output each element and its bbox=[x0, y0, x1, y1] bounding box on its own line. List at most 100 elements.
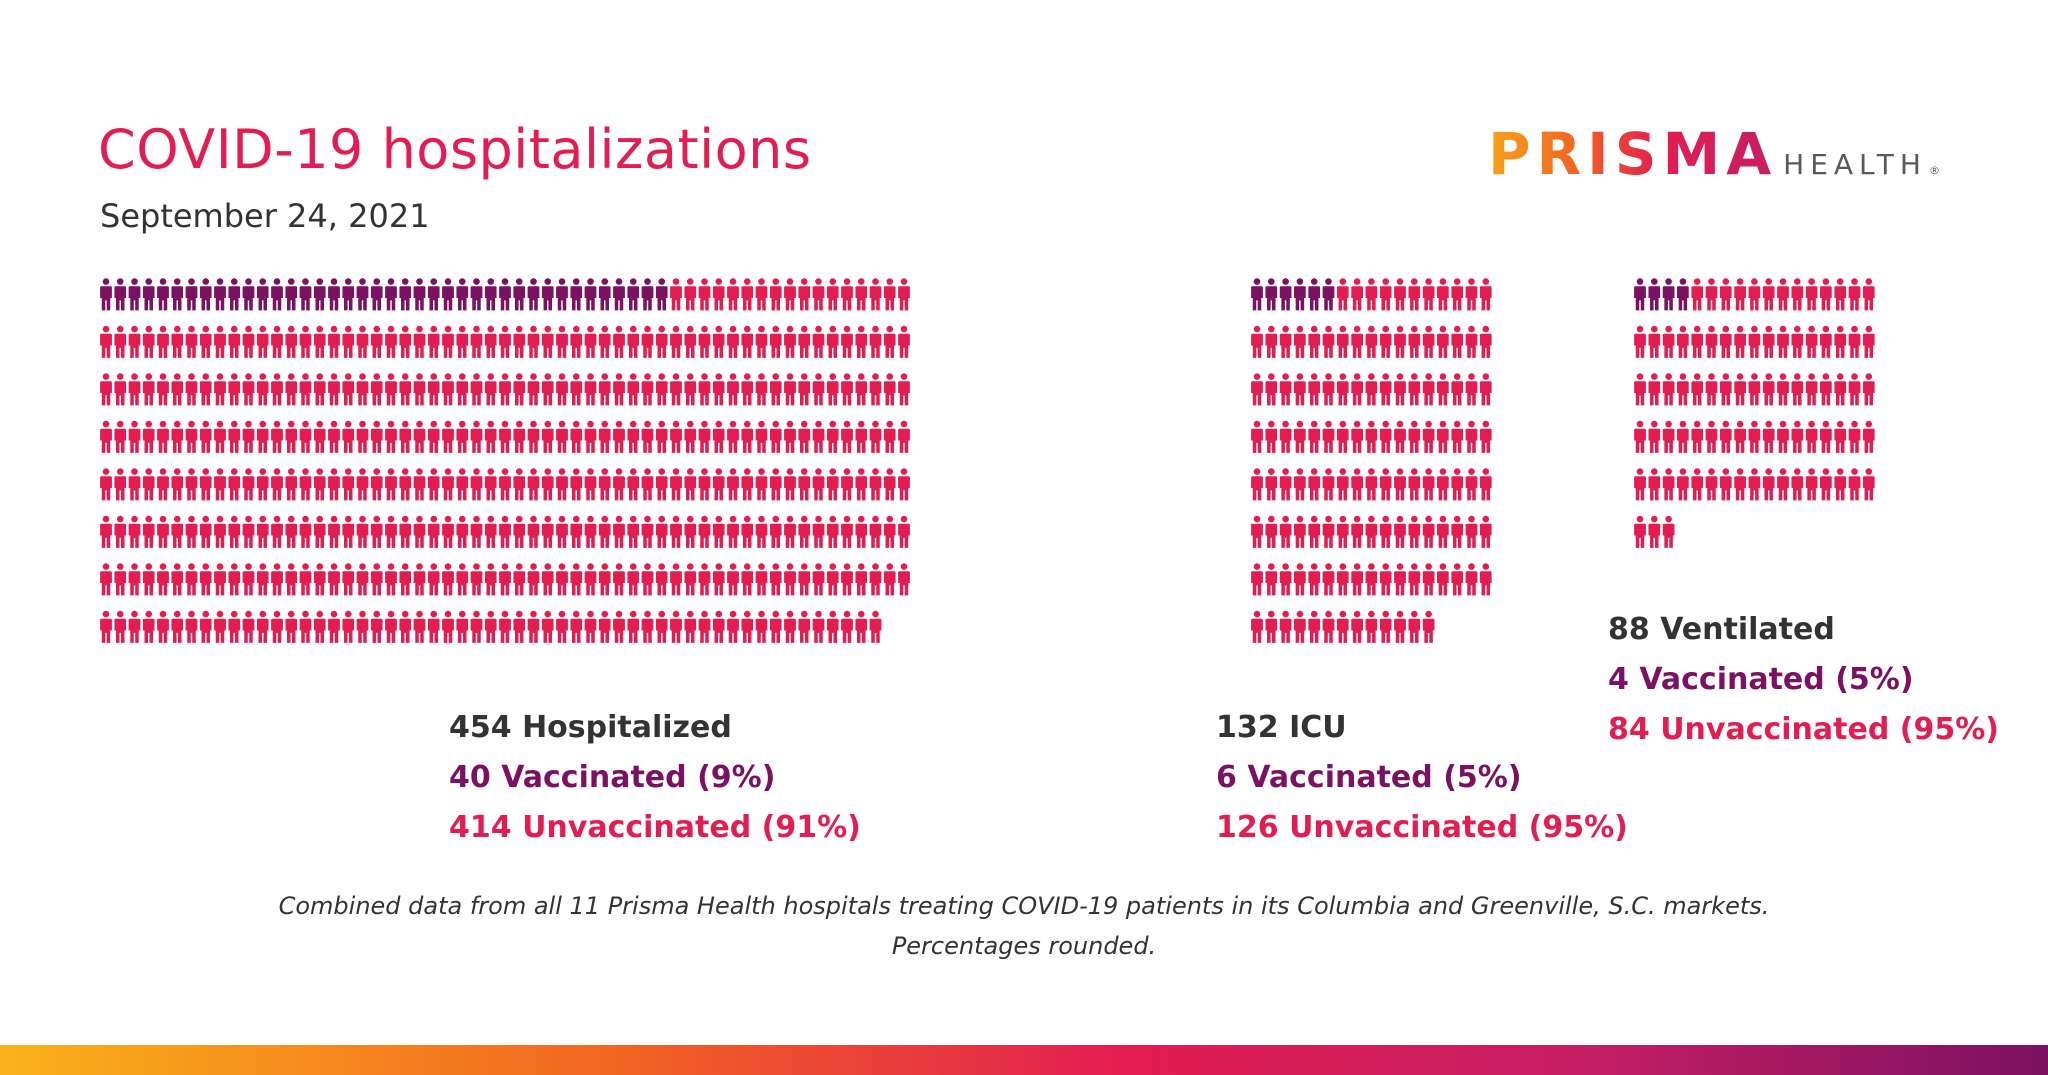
unvaccinated-person-icon bbox=[128, 325, 141, 358]
unvaccinated-person-icon bbox=[299, 373, 312, 406]
ventilated-stats: 88 Ventilated 4 Vaccinated (5%) 84 Unvac… bbox=[1608, 605, 1999, 755]
unvaccinated-person-icon bbox=[1265, 468, 1278, 501]
vaccinated-person-icon bbox=[627, 278, 640, 311]
unvaccinated-person-icon bbox=[826, 420, 839, 453]
vaccinated-person-icon bbox=[285, 278, 298, 311]
unvaccinated-person-icon bbox=[342, 373, 355, 406]
unvaccinated-person-icon bbox=[285, 325, 298, 358]
unvaccinated-person-icon bbox=[1279, 610, 1292, 643]
unvaccinated-person-icon bbox=[1251, 373, 1263, 406]
unvaccinated-person-icon bbox=[413, 610, 426, 643]
unvaccinated-person-icon bbox=[798, 325, 811, 358]
vaccinated-person-icon bbox=[456, 278, 469, 311]
unvaccinated-person-icon bbox=[342, 420, 355, 453]
unvaccinated-person-icon bbox=[1734, 420, 1746, 453]
unvaccinated-person-icon bbox=[214, 373, 226, 406]
unvaccinated-person-icon bbox=[1677, 325, 1689, 358]
unvaccinated-person-icon bbox=[399, 610, 412, 643]
unvaccinated-person-icon bbox=[1862, 278, 1875, 311]
unvaccinated-person-icon bbox=[513, 563, 526, 596]
unvaccinated-person-icon bbox=[100, 515, 112, 548]
unvaccinated-person-icon bbox=[769, 325, 782, 358]
unvaccinated-person-icon bbox=[1279, 420, 1292, 453]
unvaccinated-person-icon bbox=[1265, 563, 1278, 596]
unvaccinated-person-icon bbox=[456, 563, 469, 596]
unvaccinated-person-icon bbox=[328, 325, 340, 358]
unvaccinated-person-icon bbox=[142, 563, 155, 596]
unvaccinated-person-icon bbox=[228, 468, 241, 501]
unvaccinated-person-icon bbox=[1719, 278, 1732, 311]
unvaccinated-person-icon bbox=[598, 515, 611, 548]
unvaccinated-person-icon bbox=[527, 563, 540, 596]
vaccinated-person-icon bbox=[342, 278, 355, 311]
unvaccinated-person-icon bbox=[356, 420, 369, 453]
icu-vaccinated-label: 6 Vaccinated (5%) bbox=[1216, 760, 1522, 795]
unvaccinated-person-icon bbox=[727, 610, 739, 643]
unvaccinated-person-icon bbox=[784, 468, 796, 501]
unvaccinated-person-icon bbox=[1820, 325, 1832, 358]
unvaccinated-person-icon bbox=[1862, 420, 1875, 453]
unvaccinated-person-icon bbox=[1422, 468, 1435, 501]
unvaccinated-person-icon bbox=[1437, 420, 1449, 453]
unvaccinated-person-icon bbox=[214, 563, 226, 596]
unvaccinated-person-icon bbox=[442, 468, 454, 501]
unvaccinated-person-icon bbox=[385, 325, 397, 358]
unvaccinated-person-icon bbox=[1465, 278, 1478, 311]
unvaccinated-person-icon bbox=[442, 325, 454, 358]
unvaccinated-person-icon bbox=[199, 563, 212, 596]
unvaccinated-person-icon bbox=[214, 468, 226, 501]
vaccinated-person-icon bbox=[242, 278, 255, 311]
unvaccinated-person-icon bbox=[1322, 420, 1335, 453]
unvaccinated-person-icon bbox=[698, 610, 711, 643]
unvaccinated-person-icon bbox=[570, 515, 583, 548]
unvaccinated-person-icon bbox=[841, 468, 853, 501]
unvaccinated-person-icon bbox=[869, 278, 882, 311]
unvaccinated-person-icon bbox=[684, 373, 697, 406]
unvaccinated-person-icon bbox=[1437, 373, 1449, 406]
unvaccinated-person-icon bbox=[584, 563, 597, 596]
unvaccinated-person-icon bbox=[484, 468, 497, 501]
unvaccinated-person-icon bbox=[698, 468, 711, 501]
unvaccinated-person-icon bbox=[1634, 420, 1646, 453]
unvaccinated-person-icon bbox=[741, 515, 754, 548]
unvaccinated-person-icon bbox=[727, 563, 739, 596]
unvaccinated-person-icon bbox=[741, 563, 754, 596]
unvaccinated-person-icon bbox=[769, 610, 782, 643]
unvaccinated-person-icon bbox=[641, 420, 654, 453]
unvaccinated-person-icon bbox=[556, 325, 568, 358]
unvaccinated-person-icon bbox=[812, 515, 825, 548]
unvaccinated-person-icon bbox=[727, 278, 739, 311]
unvaccinated-person-icon bbox=[598, 325, 611, 358]
unvaccinated-person-icon bbox=[1791, 373, 1804, 406]
unvaccinated-person-icon bbox=[1762, 420, 1775, 453]
unvaccinated-person-icon bbox=[1805, 325, 1818, 358]
unvaccinated-person-icon bbox=[855, 325, 868, 358]
vaccinated-person-icon bbox=[1648, 278, 1661, 311]
unvaccinated-person-icon bbox=[812, 468, 825, 501]
unvaccinated-person-icon bbox=[1394, 515, 1406, 548]
unvaccinated-person-icon bbox=[727, 325, 739, 358]
unvaccinated-person-icon bbox=[199, 420, 212, 453]
unvaccinated-person-icon bbox=[1805, 468, 1818, 501]
unvaccinated-person-icon bbox=[1394, 278, 1406, 311]
unvaccinated-person-icon bbox=[1734, 373, 1746, 406]
unvaccinated-person-icon bbox=[898, 563, 910, 596]
unvaccinated-person-icon bbox=[1336, 420, 1349, 453]
ventilated-total-label: 88 Ventilated bbox=[1608, 612, 1835, 647]
unvaccinated-person-icon bbox=[1465, 515, 1478, 548]
unvaccinated-person-icon bbox=[1451, 468, 1464, 501]
unvaccinated-person-icon bbox=[1691, 325, 1704, 358]
unvaccinated-person-icon bbox=[755, 515, 768, 548]
page-title: COVID-19 hospitalizations bbox=[98, 118, 812, 181]
unvaccinated-person-icon bbox=[370, 515, 383, 548]
unvaccinated-person-icon bbox=[812, 278, 825, 311]
unvaccinated-person-icon bbox=[484, 420, 497, 453]
unvaccinated-person-icon bbox=[413, 563, 426, 596]
unvaccinated-person-icon bbox=[784, 515, 796, 548]
unvaccinated-person-icon bbox=[541, 373, 554, 406]
unvaccinated-person-icon bbox=[256, 325, 269, 358]
unvaccinated-person-icon bbox=[1437, 468, 1449, 501]
unvaccinated-person-icon bbox=[769, 515, 782, 548]
unvaccinated-person-icon bbox=[570, 373, 583, 406]
unvaccinated-person-icon bbox=[1265, 325, 1278, 358]
